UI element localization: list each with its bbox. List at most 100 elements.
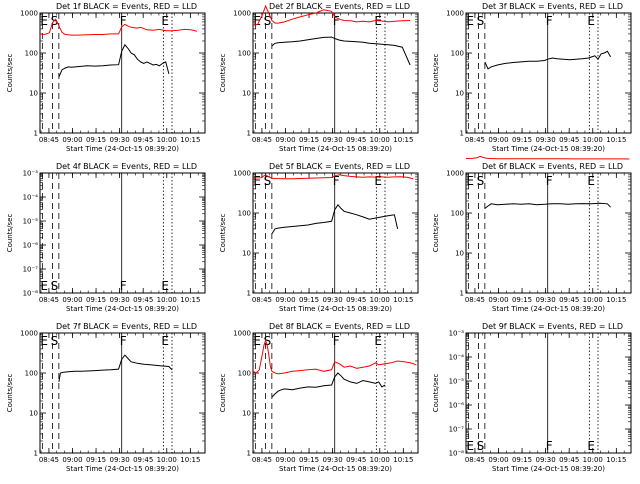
detector-panel-6: Det 6f BLACK = Events, RED = LLD Counts/s… xyxy=(432,155,632,313)
x-tick-label: 09:15 xyxy=(299,296,319,304)
event-marker-label: F xyxy=(333,174,340,188)
event-marker-label: E xyxy=(161,334,169,348)
x-tick-label: 09:30 xyxy=(110,296,130,304)
event-marker-label: E xyxy=(466,439,474,453)
y-axis-label: Counts/sec xyxy=(219,214,227,253)
detector-panel-9: Det 9f BLACK = Events, RED = LLD Counts/s… xyxy=(432,322,632,473)
panel-title: Det 1f BLACK = Events, RED = LLD xyxy=(56,2,197,11)
x-axis-label: Start Time (24-Oct-15 08:39:20) xyxy=(279,305,392,313)
y-axis-label: Counts/sec xyxy=(6,54,14,93)
y-tick-label: 10 xyxy=(242,90,251,98)
event-marker-label: E xyxy=(40,334,48,348)
lld-series-line xyxy=(252,4,411,26)
y-tick-label: 1 xyxy=(460,290,464,298)
x-tick-label: 09:15 xyxy=(299,136,319,144)
x-tick-label: 09:00 xyxy=(62,136,82,144)
y-axis-label: Counts/sec xyxy=(6,374,14,413)
x-tick-label: 09:45 xyxy=(346,296,366,304)
event-marker-label: S xyxy=(51,279,59,293)
x-tick-label: 08:45 xyxy=(39,136,59,144)
y-tick-label: 1000 xyxy=(233,170,251,178)
events-series-line xyxy=(271,36,411,66)
x-tick-label: 09:00 xyxy=(275,136,295,144)
event-marker-label: F xyxy=(120,334,127,348)
x-tick-label: 09:15 xyxy=(512,456,532,464)
x-tick-label: 10:00 xyxy=(583,456,603,464)
x-tick-label: 09:30 xyxy=(323,456,343,464)
event-marker-label: F xyxy=(120,279,127,293)
x-axis-label: Start Time (24-Oct-15 08:39:20) xyxy=(492,305,605,313)
y-axis-label: Counts/sec xyxy=(432,54,440,93)
plot-frame xyxy=(252,332,419,454)
y-tick-label: 10 xyxy=(455,250,464,258)
event-marker-label: E xyxy=(253,334,261,348)
event-marker-label: E xyxy=(587,439,595,453)
x-tick-label: 09:00 xyxy=(62,296,82,304)
event-marker-label: E xyxy=(161,14,169,28)
x-tick-label: 09:30 xyxy=(323,136,343,144)
x-tick-label: 10:00 xyxy=(157,296,177,304)
y-tick-label: 1000 xyxy=(446,170,464,178)
x-tick-label: 10:15 xyxy=(393,456,413,464)
y-tick-label: 100 xyxy=(238,370,251,378)
y-tick-label: 10 xyxy=(242,250,251,258)
y-tick-label: 10⁻⁸ xyxy=(449,450,465,458)
x-tick-label: 08:45 xyxy=(39,296,59,304)
x-tick-label: 10:00 xyxy=(583,136,603,144)
y-tick-label: 10 xyxy=(29,90,38,98)
y-tick-label: 10⁻⁵ xyxy=(23,218,39,226)
x-tick-label: 10:15 xyxy=(606,296,626,304)
plot-frame xyxy=(252,12,419,134)
x-tick-label: 09:30 xyxy=(110,456,130,464)
x-tick-label: 09:30 xyxy=(323,296,343,304)
y-tick-label: 100 xyxy=(238,210,251,218)
y-tick-label: 100 xyxy=(451,210,464,218)
x-tick-label: 09:00 xyxy=(275,296,295,304)
y-tick-label: 10⁻⁷ xyxy=(449,426,465,434)
x-tick-label: 09:45 xyxy=(559,136,579,144)
x-axis-label: Start Time (24-Oct-15 08:39:20) xyxy=(66,145,179,153)
panel-title: Det 8f BLACK = Events, RED = LLD xyxy=(269,322,410,331)
x-tick-label: 09:00 xyxy=(488,456,508,464)
y-tick-label: 10⁻⁶ xyxy=(23,242,39,250)
plot-frame xyxy=(39,172,206,294)
x-tick-label: 08:45 xyxy=(465,296,485,304)
panel-title: Det 5f BLACK = Events, RED = LLD xyxy=(269,162,410,171)
y-tick-label: 1000 xyxy=(20,330,38,338)
event-marker-label: S xyxy=(477,174,485,188)
event-marker-label: S xyxy=(477,14,485,28)
y-tick-label: 10⁻³ xyxy=(23,170,39,178)
x-tick-label: 09:00 xyxy=(62,456,82,464)
plot-frame xyxy=(465,332,632,454)
lld-series-line xyxy=(252,174,414,180)
x-axis-label: Start Time (24-Oct-15 08:39:20) xyxy=(66,465,179,473)
x-tick-label: 09:15 xyxy=(86,136,106,144)
panel-title: Det 3f BLACK = Events, RED = LLD xyxy=(482,2,623,11)
event-marker-label: F xyxy=(120,14,127,28)
y-tick-label: 10⁻⁵ xyxy=(449,378,465,386)
x-tick-label: 09:45 xyxy=(133,136,153,144)
x-tick-label: 09:30 xyxy=(536,296,556,304)
x-tick-label: 10:15 xyxy=(393,296,413,304)
x-tick-label: 10:15 xyxy=(180,136,200,144)
x-tick-label: 10:15 xyxy=(180,296,200,304)
y-tick-label: 10⁻⁴ xyxy=(449,354,465,362)
x-tick-label: 10:00 xyxy=(157,136,177,144)
event-marker-label: F xyxy=(333,334,340,348)
events-series-line xyxy=(58,43,170,78)
y-tick-label: 1 xyxy=(247,290,251,298)
y-tick-label: 100 xyxy=(25,50,38,58)
y-tick-label: 1 xyxy=(460,130,464,138)
y-axis-label: Counts/sec xyxy=(432,374,440,413)
x-tick-label: 09:00 xyxy=(488,296,508,304)
x-tick-label: 08:45 xyxy=(252,136,272,144)
event-marker-label: E xyxy=(161,279,169,293)
panel-title: Det 2f BLACK = Events, RED = LLD xyxy=(269,2,410,11)
y-tick-label: 100 xyxy=(451,50,464,58)
x-tick-label: 09:45 xyxy=(346,136,366,144)
y-tick-label: 10⁻⁷ xyxy=(23,266,39,274)
event-marker-label: F xyxy=(333,14,340,28)
y-tick-label: 1000 xyxy=(20,10,38,18)
event-marker-label: F xyxy=(546,14,553,28)
